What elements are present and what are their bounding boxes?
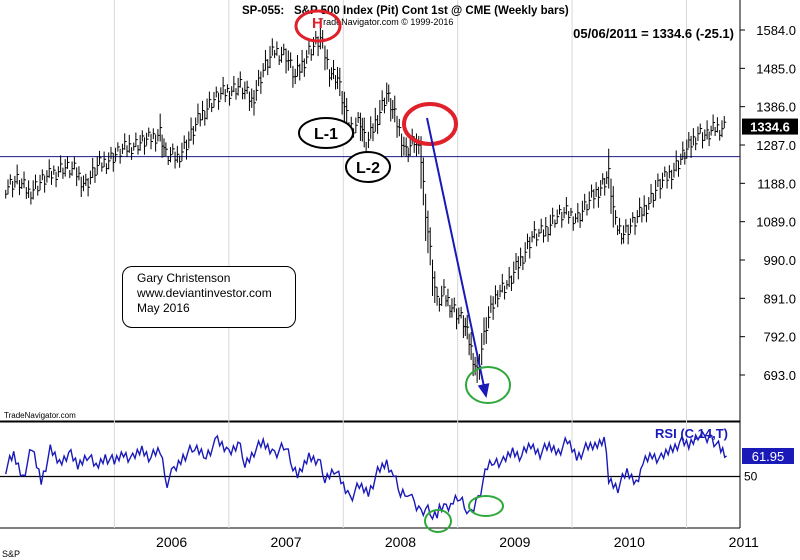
x-tick-label: 2010 [614,534,645,550]
header-symbol: SP-055: [242,5,284,17]
x-axis-labels: 2006 2007 2008 2009 2010 2011 [156,534,759,550]
peak-highlight-circle [294,9,342,43]
x-tick-label: 2008 [385,534,416,550]
y-tick-label: 990.0 [763,253,796,268]
last-price-label: 1334.6 [750,120,790,135]
y-tick-label: 1386.0 [756,100,796,115]
x-tick-label: 2009 [499,534,530,550]
peak-label-h: H [312,15,323,32]
l2-label: L-2 [356,160,380,177]
y-tick-label: 1089.0 [756,215,796,230]
price-bars [5,26,727,383]
header-quote: 05/06/2011 = 1334.6 (-25.1) [573,26,734,41]
y-tick-label: 693.0 [763,368,796,383]
price-y-axis: 1584.0 1485.0 1386.0 1287.0 1188.0 1089.0 990.… [740,23,796,383]
author-credit-box: Gary Christenson www.deviantinvestor.com… [122,266,296,328]
header-title: S&P 500 Index (Pit) Cont 1st @ CME (Week… [294,5,569,17]
x-tick-label: 2006 [156,534,187,550]
last-price-box: 1334.6 [742,118,798,135]
rsi-low-circle-2 [468,495,504,517]
y-tick-label: 891.0 [763,291,796,306]
y-tick-label: 1584.0 [756,23,796,38]
bottom-highlight-circle [465,366,511,404]
header-copyright: TradeNavigator.com © 1999-2016 [318,17,453,27]
author-date: May 2016 [137,301,190,315]
y-tick-label: 1188.0 [757,176,796,191]
footer-source: S&P [2,549,20,559]
rsi-series-line [5,430,728,521]
rsi-low-circle-1 [424,509,452,533]
l1-oval [298,117,354,149]
x-tick-label: 2011 [729,534,759,550]
l1-label: L-1 [314,126,338,143]
watermark: TradeNavigator.com [4,411,76,420]
rsi-last-value-label: 61.95 [752,449,785,464]
l2-oval [345,151,391,183]
decline-arrow [426,117,490,398]
rsi-y-tick-50: 50 [744,470,758,484]
last-price-box-bg [742,118,798,135]
author-name: Gary Christenson [137,271,231,285]
rsi-last-value-box: 61.95 [742,447,794,464]
rsi-title: RSI (C,14,T) [655,426,728,441]
y-tick-label: 1485.0 [756,61,796,76]
y-tick-label: 792.0 [763,330,796,345]
y-tick-label: 1287.0 [756,138,796,153]
x-tick-label: 2007 [270,534,301,550]
rsi-last-value-bg [742,447,794,464]
breakdown-highlight-circle [402,102,458,146]
author-website: www.deviantinvestor.com [137,286,272,300]
